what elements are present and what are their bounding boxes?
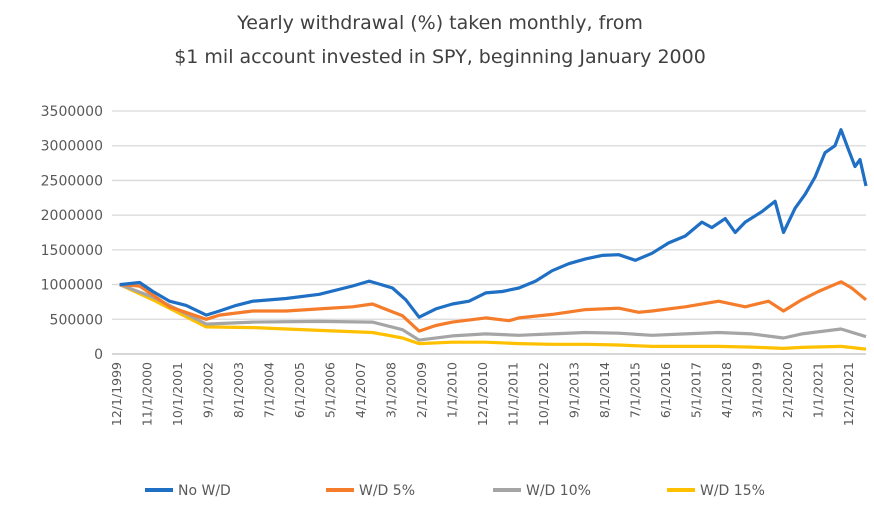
- y-tick-label: 0: [94, 347, 103, 363]
- x-tick-label: 3/1/2019: [750, 362, 765, 418]
- chart-title-line-1: Yearly withdrawal (%) taken monthly, fro…: [236, 12, 643, 34]
- y-tick-label: 2500000: [41, 173, 103, 189]
- y-tick-label: 1500000: [41, 243, 103, 259]
- legend-item: W/D 5%: [326, 483, 415, 499]
- series-line-w-d-10-: [119, 283, 867, 342]
- legend-label: W/D 5%: [359, 483, 415, 499]
- y-tick-label: 3500000: [41, 104, 103, 120]
- y-tick-label: 3000000: [41, 139, 103, 155]
- legend-item: W/D 10%: [493, 483, 591, 499]
- x-tick-label: 5/1/2017: [689, 362, 704, 418]
- x-tick-label: 4/1/2007: [353, 362, 368, 418]
- legend-label: W/D 10%: [526, 483, 591, 499]
- x-tick-label: 12/1/2021: [841, 362, 856, 426]
- x-tick-label: 11/1/2011: [506, 362, 521, 426]
- y-tick-label: 500000: [50, 312, 103, 328]
- series-line-w-d-5-: [119, 280, 868, 333]
- x-tick-label: 10/1/2001: [170, 362, 185, 426]
- x-tick-label: 2/1/2009: [414, 362, 429, 418]
- x-tick-label: 12/1/1999: [109, 362, 124, 426]
- x-tick-label: 6/1/2016: [658, 362, 673, 418]
- legend-label: No W/D: [178, 483, 231, 499]
- x-tick-label: 1/1/2021: [811, 362, 826, 418]
- legend-item: No W/D: [145, 483, 231, 499]
- x-tick-label: 2/1/2020: [780, 362, 795, 418]
- x-tick-label: 7/1/2004: [262, 362, 277, 418]
- x-tick-label: 12/1/2010: [475, 362, 490, 426]
- x-tick-label: 9/1/2013: [567, 362, 582, 418]
- y-tick-label: 1000000: [41, 278, 103, 294]
- x-tick-label: 7/1/2015: [628, 362, 643, 418]
- x-tick-label: 8/1/2014: [597, 362, 612, 418]
- x-tick-label: 10/1/2012: [536, 362, 551, 426]
- y-tick-label: 2000000: [41, 208, 103, 224]
- x-tick-label: 11/1/2000: [140, 362, 155, 426]
- x-tick-label: 8/1/2003: [231, 362, 246, 418]
- x-tick-label: 3/1/2008: [384, 362, 399, 418]
- legend-label: W/D 15%: [700, 483, 765, 499]
- series-line-no-w-d: [119, 128, 868, 319]
- legend-item: W/D 15%: [667, 483, 765, 499]
- x-tick-label: 9/1/2002: [201, 362, 216, 418]
- chart-title-line-2: $1 mil account invested in SPY, beginnin…: [174, 46, 706, 68]
- x-tick-label: 4/1/2018: [719, 362, 734, 418]
- series-line-w-d-15-: [119, 283, 867, 351]
- x-tick-label: 5/1/2006: [323, 362, 338, 418]
- x-tick-label: 6/1/2005: [292, 362, 307, 418]
- x-tick-label: 1/1/2010: [445, 362, 460, 418]
